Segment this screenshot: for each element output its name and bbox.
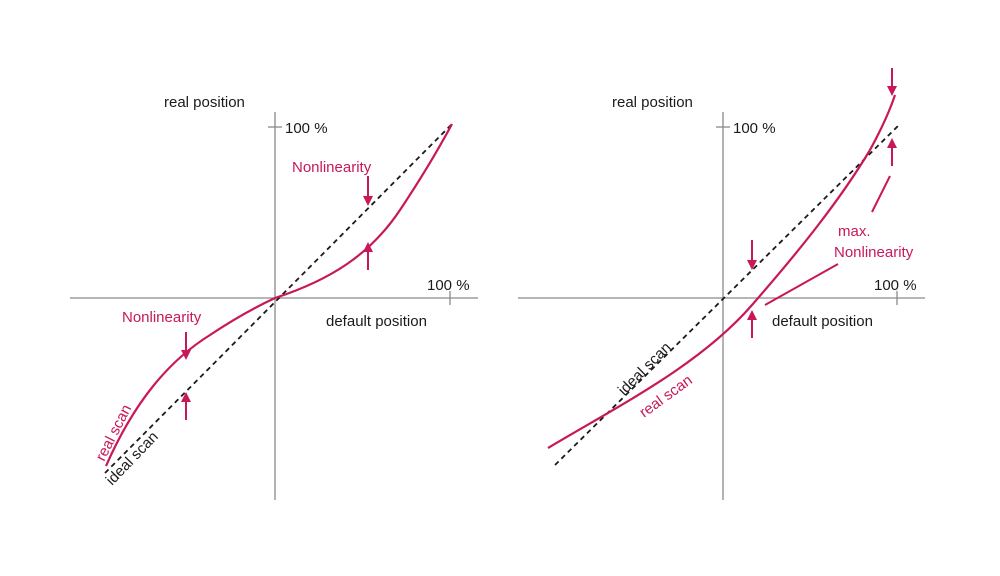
left-lower-down-arrowhead [181,350,191,360]
right-max-label-line1: max. [838,223,871,240]
left-nonlinearity-lower-label: Nonlinearity [122,309,202,326]
left-x-tick-label: 100 % [427,277,470,294]
right-top-up-arrowhead [887,138,897,148]
right-x-axis-label: default position [772,313,873,330]
right-panel: real position 100 % 100 % default positi… [518,68,925,500]
right-x-tick-label: 100 % [874,277,917,294]
right-real-scan-curve [547,94,897,449]
left-nonlinearity-upper-label: Nonlinearity [292,159,372,176]
left-x-axis-label: default position [326,313,427,330]
right-y-tick-label: 100 % [733,120,776,137]
right-max-leader-upper [871,175,891,213]
right-top-down-arrowhead [887,86,897,96]
right-max-label-line2: Nonlinearity [834,244,914,261]
left-lower-up-arrowhead [181,392,191,402]
left-ideal-scan-line [104,123,453,474]
left-upper-up-arrowhead [363,242,373,252]
right-y-axis-label: real position [612,94,693,111]
right-mid-down-arrowhead [747,260,757,270]
left-y-axis-label: real position [164,94,245,111]
right-mid-up-arrowhead [747,310,757,320]
left-y-tick-label: 100 % [285,120,328,137]
right-max-leader-lower [764,263,839,306]
left-real-scan-curve [104,123,453,467]
left-upper-down-arrowhead [363,196,373,206]
left-panel: real position 100 % 100 % default positi… [70,94,478,500]
